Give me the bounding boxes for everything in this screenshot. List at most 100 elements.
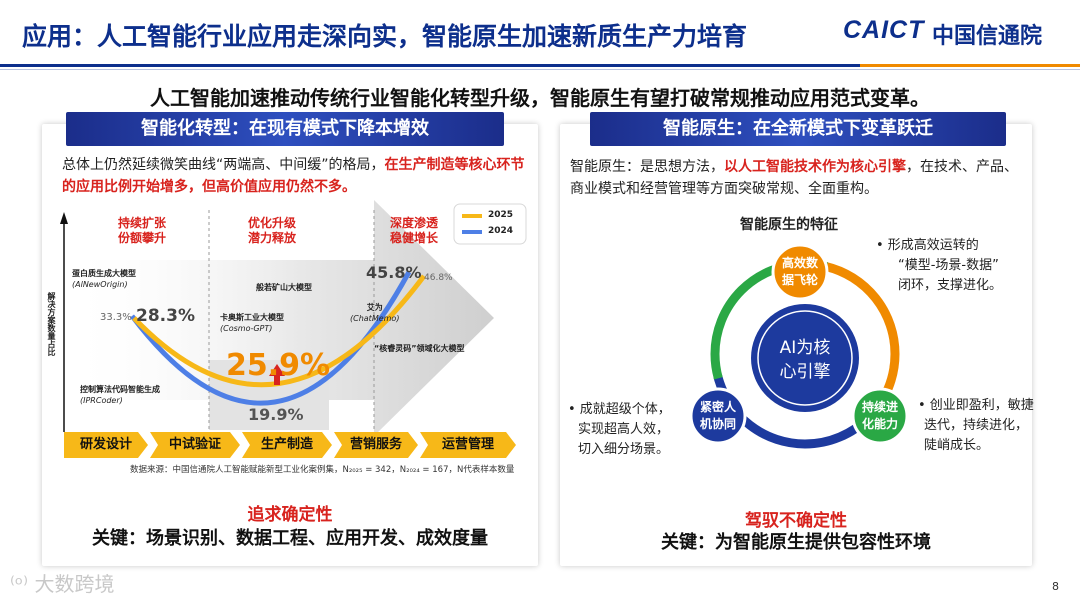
center-ring bbox=[757, 310, 853, 406]
node-circle bbox=[771, 243, 829, 301]
node-circle bbox=[851, 387, 909, 445]
legend-label-2024: 2024 bbox=[488, 226, 514, 236]
node-data-flywheel: 高效数 据飞轮 bbox=[770, 255, 830, 289]
stage-chevron: 营销服务 bbox=[334, 432, 418, 458]
model-sub: (ChatMemo) bbox=[350, 314, 400, 323]
model-annotation: 蛋白质生成大模型 (AlNewOrigin) bbox=[72, 268, 136, 290]
model-name: 般若矿山大模型 bbox=[256, 283, 312, 292]
node-human-machine: 紧密人 机协同 bbox=[688, 399, 748, 433]
curve-2024 bbox=[130, 270, 412, 406]
node-line1: 紧密人 bbox=[699, 400, 736, 414]
value-left-2024: 33.3% bbox=[100, 312, 132, 323]
header: 应用：人工智能行业应用走深向实，智能原生加速新质生产力培育 CAICT 中国信通… bbox=[0, 0, 1080, 72]
right-key: 关键：为智能原生提供包容性环境 bbox=[661, 532, 931, 553]
node-evolution: 持续进 化能力 bbox=[850, 399, 910, 433]
stage-chevron: 运营管理 bbox=[420, 432, 516, 458]
center-line2: 心引擎 bbox=[779, 362, 831, 382]
note-line: 闭环，支撑进化。 bbox=[898, 278, 1003, 293]
value-left-2025: 28.3% bbox=[136, 306, 195, 326]
phase-label-1-line1: 持续扩张 bbox=[117, 216, 166, 230]
subheading: 人工智能加速推动传统行业智能化转型升级，智能原生有望打破常规推动应用范式变革。 bbox=[150, 86, 930, 110]
note-line: 实现超高人效， bbox=[578, 422, 670, 437]
model-annotation: 艾为 (ChatMemo) bbox=[350, 302, 399, 324]
background-arrow bbox=[64, 200, 494, 436]
right-banner: 智能原生：在全新模式下变革跃迁 bbox=[590, 112, 1006, 146]
model-name: 控制算法代码智能生成 bbox=[80, 385, 160, 394]
data-source: 数据来源：中国信通院人工智能赋能新型工业化案例集，N₂₀₂₅ = 342，N₂₀… bbox=[130, 465, 515, 475]
growth-arrowhead bbox=[269, 364, 285, 376]
phase-label-2-line1: 优化升级 bbox=[247, 216, 296, 230]
node-line1: 持续进 bbox=[861, 400, 898, 414]
right-paragraph: 智能原生：是思想方法，以人工智能技术作为核心引擎，在技术、产品、商业模式和经营管… bbox=[570, 156, 1020, 200]
note-line: • 创业即盈利，敏捷 bbox=[918, 398, 1034, 413]
note-top: • 形成高效运转的 “模型-场景-数据” 闭环，支撑进化。 bbox=[876, 236, 1002, 296]
caict-logo: CAICT bbox=[843, 16, 925, 44]
model-name: “核睿灵码”领域化大模型 bbox=[374, 344, 465, 353]
left-paragraph-highlight: 在生产制造等核心环节的应用比例开始增多，但高价值应用仍然不多。 bbox=[62, 157, 525, 195]
note-line: 陡峭成长。 bbox=[924, 438, 990, 453]
left-paragraph-text: 总体上仍然延续微笑曲线“两端高、中间缓”的格局， bbox=[62, 157, 385, 173]
left-key: 关键：场景识别、数据工程、应用开发、成效度量 bbox=[92, 528, 488, 549]
watermark-logo: ⁽ᵒ⁾ 大数跨境 bbox=[10, 568, 114, 597]
cycle-arc-orange bbox=[710, 259, 900, 449]
page-title: 应用：人工智能行业应用走深向实，智能原生加速新质生产力培育 bbox=[22, 22, 748, 51]
watermark-text: 大数跨境 bbox=[34, 572, 115, 596]
node-line2: 化能力 bbox=[861, 417, 898, 431]
right-paragraph-text-1: 智能原生：是思想方法， bbox=[570, 159, 724, 175]
legend-label-2025: 2025 bbox=[488, 210, 514, 220]
smile-curve-svg bbox=[60, 200, 527, 436]
smile-curve-chart: 解决方案数量占比 2025 2024 持续扩张 份额攀升 优化升级 潜力释放 深… bbox=[44, 200, 538, 490]
model-annotation: “核睿灵码”领域化大模型 bbox=[374, 343, 465, 354]
model-name: 卡奥斯工业大模型 bbox=[220, 313, 284, 322]
header-rule bbox=[0, 64, 1080, 67]
center-line1: AI为核 bbox=[779, 338, 831, 358]
model-name: 蛋白质生成大模型 bbox=[72, 269, 136, 278]
center-engine-label: AI为核 心引擎 bbox=[755, 336, 855, 384]
phase-label-1: 持续扩张 份额攀升 bbox=[92, 216, 192, 246]
note-left: • 成就超级个体， 实现超高人效， 切入细分场景。 bbox=[568, 400, 671, 460]
cycle-arc-blue bbox=[710, 259, 900, 449]
caict-logo-name: 中国信通院 bbox=[932, 24, 1043, 49]
value-right-2024: 46.8% bbox=[424, 273, 453, 283]
stage-chevron: 生产制造 bbox=[242, 432, 332, 458]
model-annotation: 控制算法代码智能生成 (IPRCoder) bbox=[80, 384, 160, 406]
note-line: 迭代，持续进化， bbox=[924, 418, 1029, 433]
phase-label-3-line2: 稳健增长 bbox=[389, 231, 438, 245]
model-name: 艾为 bbox=[366, 303, 383, 312]
note-line: • 成就超级个体， bbox=[568, 402, 671, 417]
right-paragraph-highlight: 以人工智能技术作为核心引擎 bbox=[724, 159, 906, 175]
model-sub: (AlNewOrigin) bbox=[72, 280, 128, 289]
value-mid-2025: 25.9% bbox=[226, 348, 331, 383]
stage-chevron: 中试验证 bbox=[150, 432, 240, 458]
node-circle bbox=[690, 387, 747, 445]
model-annotation: 卡奥斯工业大模型 (Cosmo-GPT) bbox=[220, 312, 284, 334]
right-paragraph-text-2: ，在技术、产品、商业模式和经营管理等方面突破常规、全面重构。 bbox=[570, 159, 1018, 197]
phase-label-2: 优化升级 潜力释放 bbox=[222, 216, 322, 246]
model-sub: (Cosmo-GPT) bbox=[220, 324, 273, 333]
y-axis-arrowhead bbox=[60, 212, 68, 224]
phase-label-3: 深度渗透 稳健增长 bbox=[374, 216, 454, 246]
stage-chevron: 研发设计 bbox=[64, 432, 148, 458]
right-pursue: 驾驭不确定性 bbox=[745, 511, 847, 531]
cycle-diagram bbox=[690, 243, 909, 449]
phase-label-3-line1: 深度渗透 bbox=[389, 216, 438, 230]
note-line: “模型-场景-数据” bbox=[898, 258, 999, 273]
features-title: 智能原生的特征 bbox=[740, 217, 838, 233]
note-right: • 创业即盈利，敏捷 迭代，持续进化， 陡峭成长。 bbox=[918, 396, 1034, 456]
model-sub: (IPRCoder) bbox=[80, 396, 123, 405]
model-annotation: 般若矿山大模型 bbox=[256, 282, 312, 293]
y-axis-label: 解决方案数量占比 bbox=[47, 292, 56, 356]
watermark-icon: ⁽ᵒ⁾ bbox=[10, 572, 29, 596]
node-line1: 高效数 bbox=[781, 256, 818, 270]
header-rule-accent bbox=[860, 64, 1080, 67]
growth-arrow-stem bbox=[274, 375, 280, 385]
left-pursue: 追求确定性 bbox=[247, 505, 333, 525]
phase-label-2-line2: 潜力释放 bbox=[247, 231, 296, 245]
node-line2: 据飞轮 bbox=[781, 273, 818, 287]
page-number: 8 bbox=[1052, 580, 1059, 593]
center-engine-circle bbox=[751, 304, 859, 412]
value-right-2025: 45.8% bbox=[366, 263, 422, 282]
value-mid-2024: 19.9% bbox=[248, 405, 304, 424]
left-banner: 智能化转型：在现有模式下降本增效 bbox=[66, 112, 504, 146]
note-line: • 形成高效运转的 bbox=[876, 238, 979, 253]
